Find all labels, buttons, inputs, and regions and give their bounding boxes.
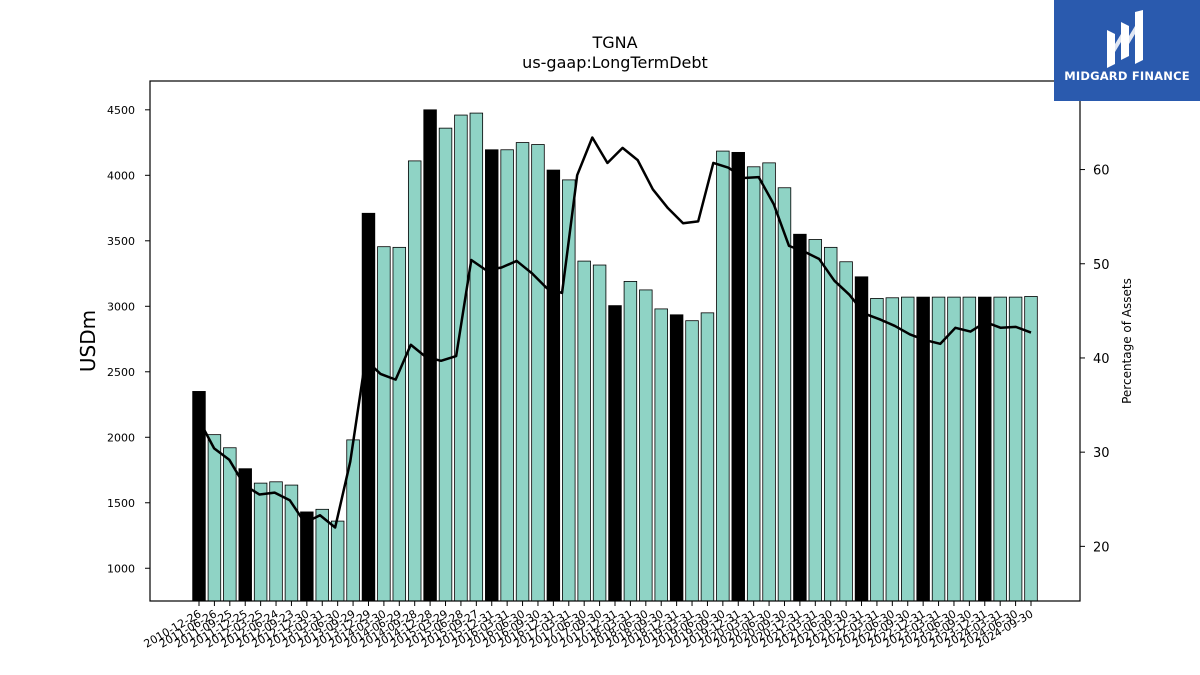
y-tick-label: 2500 — [107, 366, 135, 379]
y-tick-label: 1000 — [107, 562, 135, 575]
bar — [623, 280, 638, 602]
bar — [253, 482, 268, 602]
chart-title: TGNA — [591, 33, 637, 52]
bar-series — [192, 109, 1038, 602]
midgard-m-icon — [1107, 10, 1143, 68]
y2-axis-label: Percentage of Assets — [1120, 278, 1134, 404]
y-tick-label: 4000 — [107, 169, 135, 182]
bar — [669, 314, 684, 602]
logo-brand-text: MIDGARD FINANCE — [1064, 69, 1190, 83]
bar — [485, 149, 499, 602]
y-tick-label: 3500 — [107, 235, 135, 248]
chart-subtitle: us-gaap:LongTermDebt — [522, 53, 708, 72]
bar — [654, 308, 668, 602]
bar — [993, 296, 1007, 602]
bar — [901, 296, 915, 602]
bar — [823, 246, 838, 602]
bar — [330, 520, 345, 602]
bar — [916, 296, 930, 602]
percentage-of-assets-line — [197, 136, 1032, 529]
y2-tick-label: 20 — [1093, 540, 1110, 555]
y-tick-label: 4500 — [107, 104, 135, 117]
bar — [192, 391, 206, 602]
bar — [223, 447, 237, 602]
x-axis-ticks: 2010-12-262011-06-262011-09-252011-12-25… — [142, 601, 1036, 651]
right-axis-ticks: 20 30 40 50 60 — [1080, 164, 1110, 555]
bar — [207, 434, 222, 602]
bar — [454, 114, 468, 602]
bar — [947, 296, 961, 602]
bar — [854, 276, 869, 602]
y-tick-label: 2000 — [107, 431, 135, 444]
bar — [392, 246, 407, 602]
bar — [978, 296, 992, 602]
y-tick-label: 1500 — [107, 497, 135, 510]
bar — [870, 298, 884, 602]
bar — [438, 127, 453, 602]
bar — [269, 481, 283, 602]
bar — [531, 144, 545, 602]
bar — [639, 289, 653, 602]
bar — [839, 261, 853, 602]
bar — [762, 162, 776, 602]
y2-tick-label: 50 — [1093, 258, 1110, 273]
bar — [315, 508, 329, 602]
bar — [361, 212, 376, 602]
bar — [377, 246, 391, 602]
bar — [577, 260, 591, 602]
left-axis-ticks: 1000 1500 2000 2500 3000 3500 4000 4500 — [107, 104, 150, 575]
midgard-finance-logo: MIDGARD FINANCE — [1054, 0, 1200, 101]
bar — [1008, 296, 1023, 602]
bar — [515, 142, 530, 602]
bar — [885, 297, 900, 602]
bar — [746, 166, 761, 602]
bar — [793, 233, 807, 602]
bar — [685, 320, 699, 602]
bar — [407, 160, 422, 602]
y2-tick-label: 30 — [1093, 446, 1110, 461]
bar — [731, 151, 745, 602]
y-axis-label: USDm — [76, 310, 100, 372]
bar — [808, 239, 823, 602]
y-tick-label: 3000 — [107, 300, 135, 313]
bar — [300, 511, 314, 602]
bar — [962, 296, 977, 602]
bar — [592, 264, 607, 602]
y2-tick-label: 40 — [1093, 352, 1110, 367]
bar — [608, 305, 622, 602]
bar — [700, 312, 715, 602]
bar — [1024, 296, 1038, 602]
bar — [716, 150, 730, 602]
bar — [546, 169, 561, 602]
bar — [500, 149, 514, 602]
y2-tick-label: 60 — [1093, 164, 1110, 179]
bar — [469, 112, 484, 602]
bar — [777, 187, 792, 602]
